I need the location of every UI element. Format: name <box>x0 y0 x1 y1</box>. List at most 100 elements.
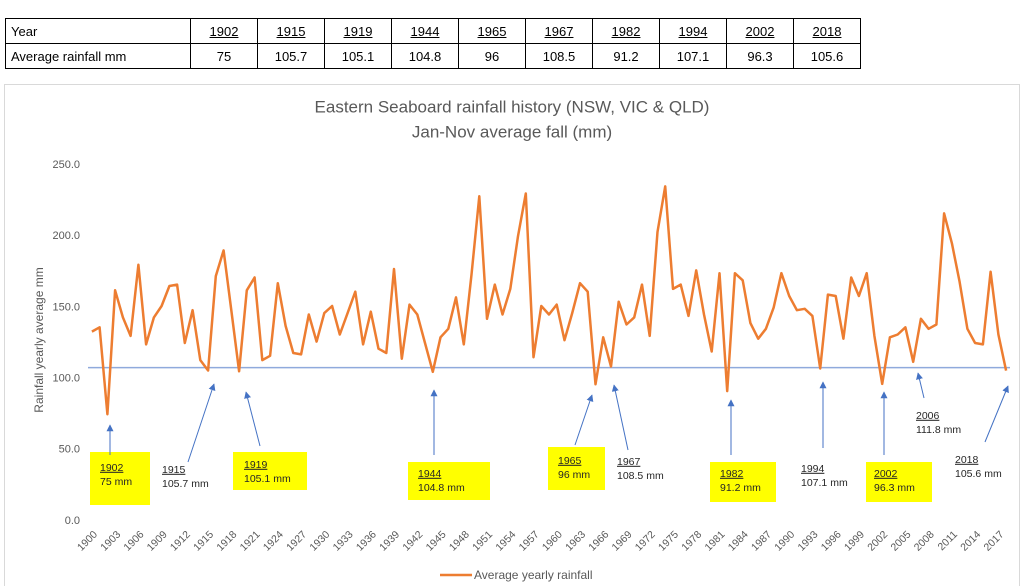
annotation-arrow <box>244 391 261 447</box>
annotation-highlight <box>548 447 605 490</box>
data-line <box>91 185 1008 416</box>
chart-subtitle: Jan-Nov average fall (mm) <box>412 122 612 141</box>
annotation-year: 1944 <box>418 468 442 480</box>
x-tick-label: 1984 <box>726 528 751 553</box>
x-tick-label: 1906 <box>121 528 146 553</box>
x-tick-label: 1933 <box>331 528 356 553</box>
x-tick-label: 1960 <box>540 528 565 553</box>
annotation-arrow <box>574 394 594 446</box>
chart-frame <box>4 84 1020 586</box>
x-tick-label: 2011 <box>936 528 961 553</box>
x-tick-label: 1930 <box>307 528 332 553</box>
table-cell: Year <box>5 18 191 44</box>
annotation-arrow <box>187 383 216 463</box>
table-cell: 105.6 <box>793 43 861 69</box>
table-cell: 96 <box>458 43 526 69</box>
annotation-year: 2018 <box>955 454 979 466</box>
table-cell: 2018 <box>793 18 861 44</box>
x-tick-label: 1909 <box>145 528 170 553</box>
x-tick-label: 1996 <box>819 528 844 553</box>
table-cell: 1902 <box>190 18 258 44</box>
y-tick-label: 0.0 <box>65 515 80 527</box>
table-cell: 91.2 <box>592 43 660 69</box>
legend-label: Average yearly rainfall <box>474 568 593 582</box>
table-cell: 2002 <box>726 18 794 44</box>
annotation-arrow <box>916 372 925 399</box>
table-cell: 107.1 <box>659 43 727 69</box>
annotation-year: 1919 <box>244 459 268 471</box>
annotation-value: 105.1 mm <box>244 473 291 485</box>
x-tick-label: 1954 <box>493 528 518 553</box>
x-tick-label: 2002 <box>865 528 890 553</box>
x-tick-label: 1903 <box>98 528 123 553</box>
annotation-highlight <box>710 462 776 502</box>
x-tick-label: 1939 <box>377 528 402 553</box>
y-tick-label: 150.0 <box>52 301 80 313</box>
x-tick-label: 1978 <box>679 528 704 553</box>
annotation-value: 96 mm <box>558 469 590 481</box>
annotation-year: 2006 <box>916 410 940 422</box>
annotation-highlight <box>233 452 307 490</box>
table-cell: 104.8 <box>391 43 459 69</box>
x-tick-label: 1951 <box>470 528 495 553</box>
annotation-highlight <box>408 462 490 500</box>
annotation-arrow <box>984 385 1009 443</box>
annotation-highlight <box>90 452 150 505</box>
y-tick-label: 250.0 <box>52 159 80 171</box>
x-tick-label: 1993 <box>796 528 821 553</box>
table-cell: 1994 <box>659 18 727 44</box>
x-tick-label: 2017 <box>981 528 1006 553</box>
x-tick-label: 1921 <box>238 528 263 553</box>
annotation-year: 1902 <box>100 462 124 474</box>
data-table: Year 1902 1915 1919 1944 1965 1967 1982 1994 2002… <box>5 18 861 69</box>
x-tick-label: 1927 <box>284 528 309 553</box>
y-tick-label: 50.0 <box>59 444 80 456</box>
x-tick-label: 1915 <box>191 528 216 553</box>
annotation-value: 105.7 mm <box>162 478 209 490</box>
y-tick-label: 100.0 <box>52 373 80 385</box>
x-tick-label: 1999 <box>842 528 867 553</box>
annotation-value: 104.8 mm <box>418 482 465 494</box>
annotation-value: 91.2 mm <box>720 482 761 494</box>
x-tick-label: 2005 <box>888 528 913 553</box>
annotation-year: 1965 <box>558 455 582 467</box>
x-tick-label: 1981 <box>703 528 728 553</box>
table-row: Year 1902 1915 1919 1944 1965 1967 1982 1994 2002… <box>5 18 861 44</box>
table-cell: 108.5 <box>525 43 593 69</box>
x-tick-label: 1975 <box>656 528 681 553</box>
x-tick-label: 2014 <box>958 528 983 553</box>
x-tick-label: 1990 <box>772 528 797 553</box>
y-axis-label: Rainfall yearly average mm <box>32 267 46 412</box>
annotation-year: 1994 <box>801 463 825 475</box>
x-tick-label: 1936 <box>354 528 379 553</box>
annotation-year: 1982 <box>720 468 744 480</box>
annotation-value: 111.8 mm <box>916 424 961 436</box>
table-cell: 96.3 <box>726 43 794 69</box>
chart-title: Eastern Seaboard rainfall history (NSW, … <box>315 97 710 116</box>
x-tick-label: 1948 <box>447 528 472 553</box>
x-tick-label: 1957 <box>517 528 542 553</box>
annotation-value: 96.3 mm <box>874 482 915 494</box>
annotation-year: 1915 <box>162 464 186 476</box>
annotation-highlight <box>866 462 932 502</box>
annotation-value: 108.5 mm <box>617 470 664 482</box>
x-tick-label: 1945 <box>424 528 449 553</box>
annotation-year: 1967 <box>617 456 641 468</box>
annotation-arrow <box>611 384 629 451</box>
table-cell: 1967 <box>525 18 593 44</box>
x-tick-label: 1969 <box>610 528 635 553</box>
x-tick-label: 1942 <box>400 528 425 553</box>
annotation-value: 105.6 mm <box>955 468 1002 480</box>
table-cell: 1982 <box>592 18 660 44</box>
annotation-value: 75 mm <box>100 476 132 488</box>
x-tick-label: 1900 <box>75 528 100 553</box>
x-tick-label: 1918 <box>214 528 239 553</box>
x-tick-label: 2008 <box>912 528 937 553</box>
x-tick-label: 1972 <box>633 528 658 553</box>
x-tick-label: 1963 <box>563 528 588 553</box>
table-row: Average rainfall mm 75 105.7 105.1 104.8 96 10… <box>5 43 861 69</box>
y-tick-label: 200.0 <box>52 230 80 242</box>
annotation-value: 107.1 mm <box>801 477 848 489</box>
